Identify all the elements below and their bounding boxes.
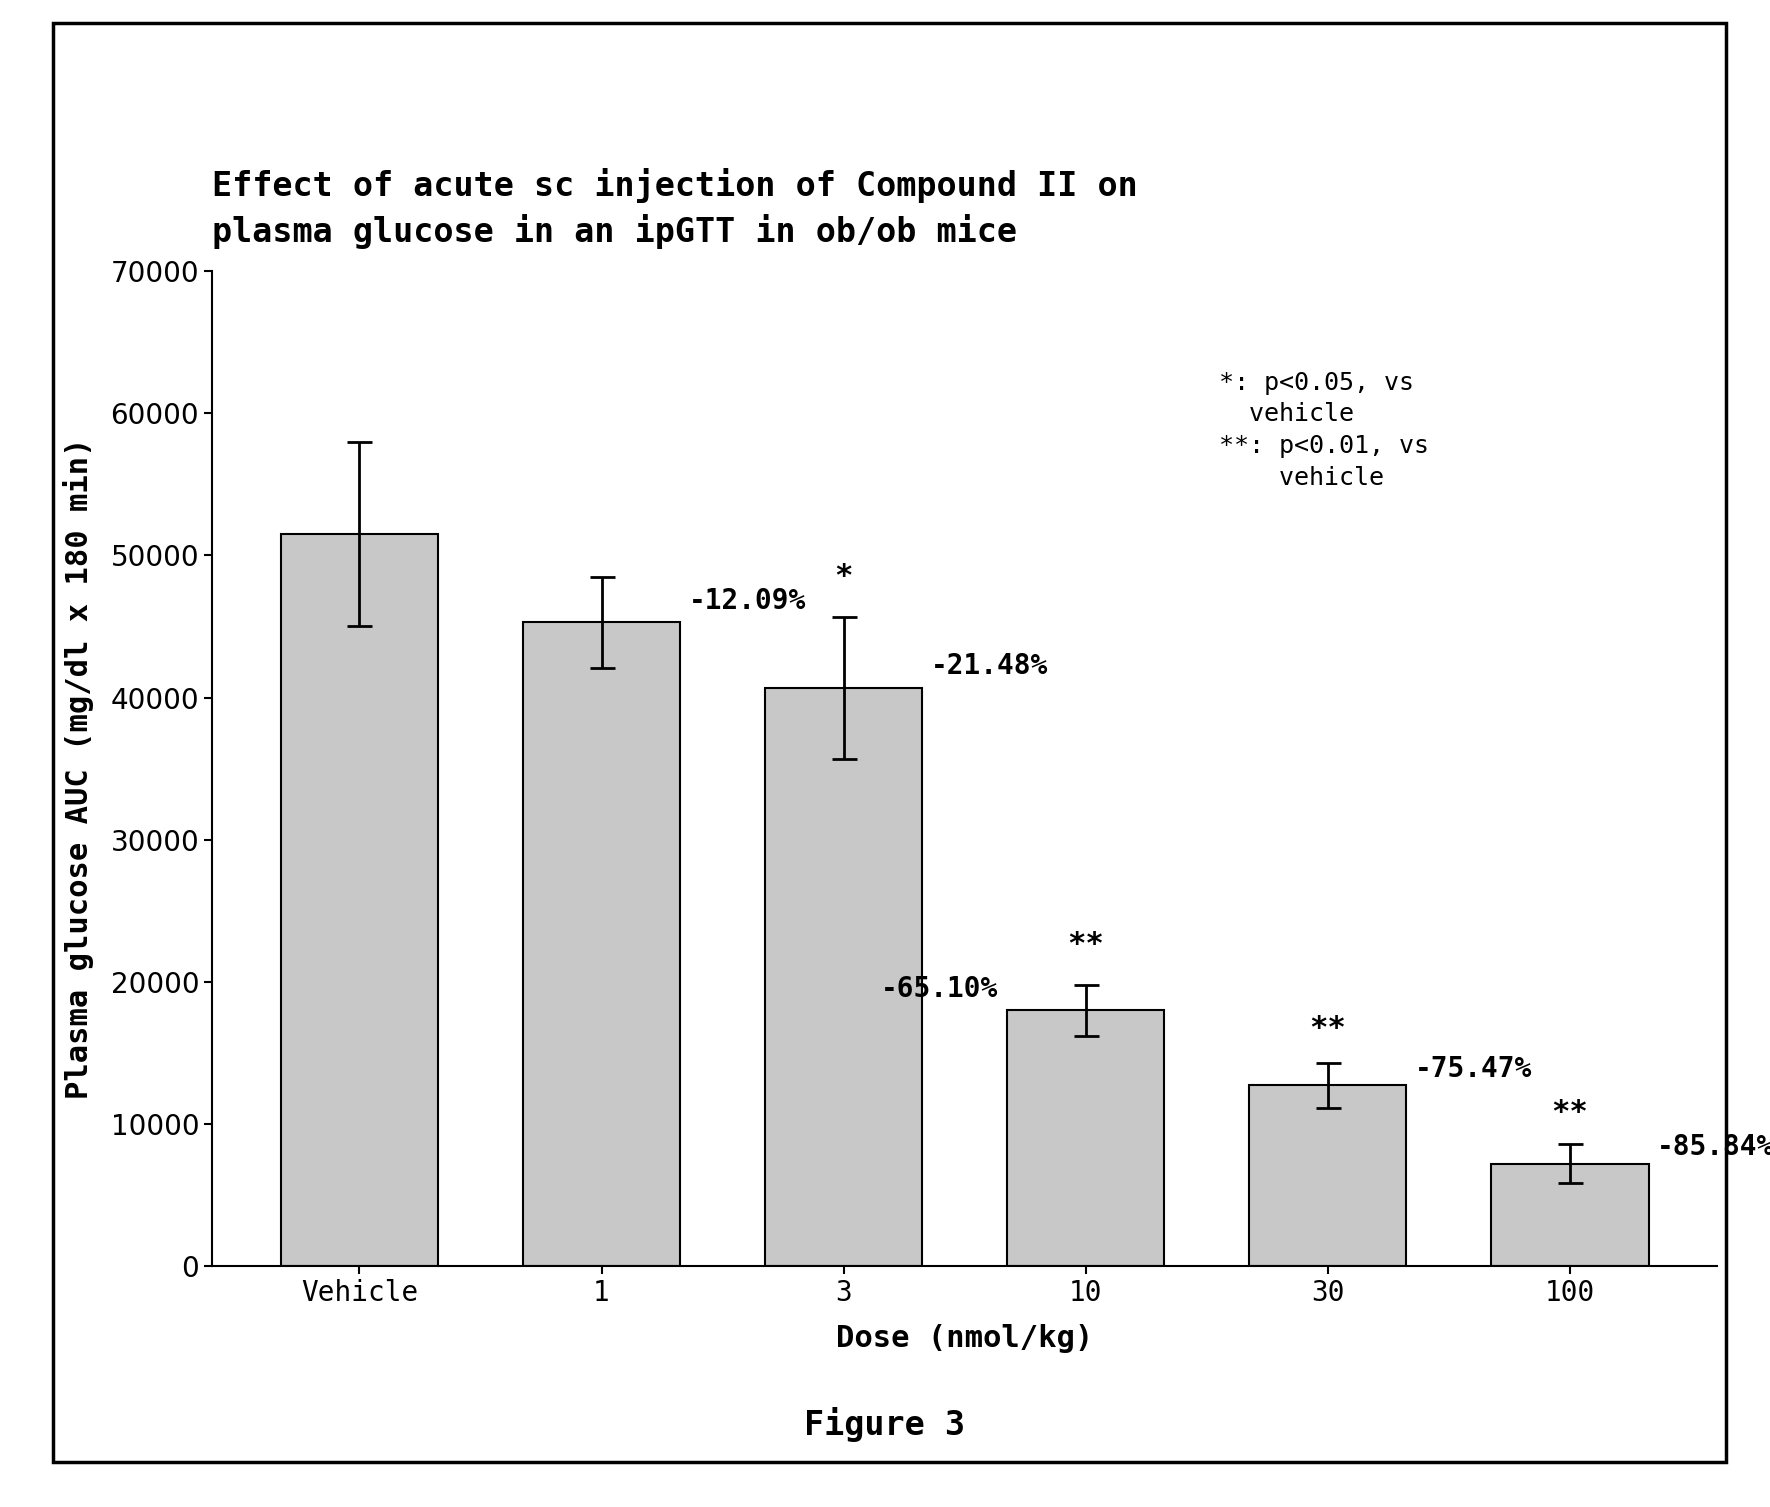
Text: *: * (834, 562, 853, 591)
Bar (1007, 1010, 1165, 1266)
Text: Effect of acute sc injection of Compound II on: Effect of acute sc injection of Compound… (212, 169, 1138, 203)
Text: -21.48%: -21.48% (931, 653, 1048, 681)
Text: **: ** (1552, 1097, 1588, 1127)
Bar (522, 622, 680, 1266)
Text: **: ** (1067, 930, 1104, 958)
Text: *: p<0.05, vs
  vehicle
**: p<0.01, vs
    vehicle: *: p<0.05, vs vehicle **: p<0.01, vs veh… (1220, 371, 1428, 490)
X-axis label: Dose (nmol/kg): Dose (nmol/kg) (835, 1323, 1094, 1353)
Y-axis label: Plasma glucose AUC (mg/dl x 180 min): Plasma glucose AUC (mg/dl x 180 min) (62, 439, 94, 1099)
Text: -65.10%: -65.10% (881, 975, 998, 1004)
Bar (1490, 1163, 1648, 1266)
Text: -75.47%: -75.47% (1414, 1055, 1533, 1082)
Text: -85.84%: -85.84% (1657, 1133, 1770, 1160)
Bar (1250, 1085, 1407, 1266)
Text: plasma glucose in an ipGTT in ob/ob mice: plasma glucose in an ipGTT in ob/ob mice (212, 214, 1018, 249)
Text: **: ** (1310, 1014, 1347, 1043)
Text: Figure 3: Figure 3 (805, 1406, 965, 1442)
Text: -12.09%: -12.09% (689, 588, 805, 615)
Bar (281, 533, 439, 1266)
Bar (765, 687, 922, 1266)
